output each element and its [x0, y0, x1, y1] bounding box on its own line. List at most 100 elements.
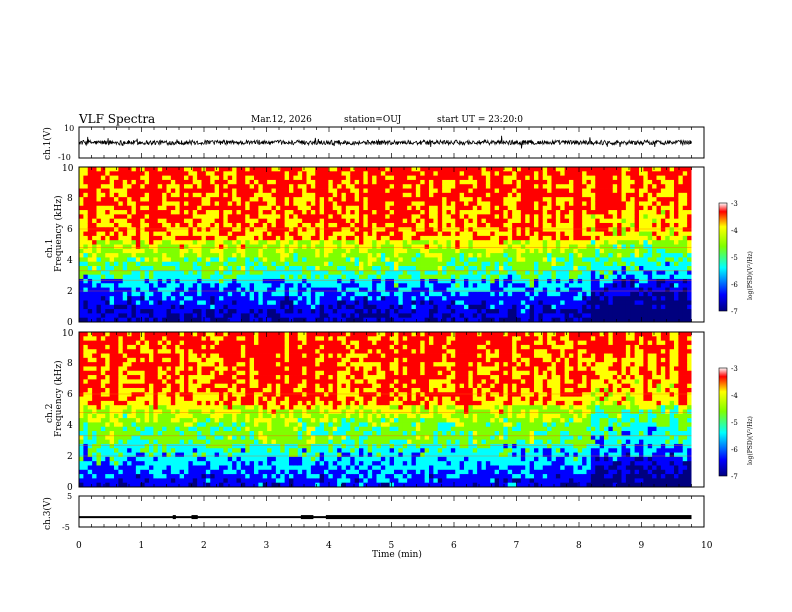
- spectrogram-cell: [590, 235, 596, 241]
- spectrogram-cell: [376, 175, 382, 181]
- spectrogram-cell: [402, 296, 408, 301]
- spectrogram-cell: [494, 171, 500, 177]
- spectrogram-cell: [280, 222, 286, 228]
- spectrogram-cell: [455, 300, 461, 306]
- spectrogram-cell: [577, 227, 583, 232]
- spectrogram-cell: [424, 283, 430, 288]
- spectrogram-cell: [210, 210, 216, 215]
- spectrogram-cell: [420, 210, 426, 215]
- spectrogram-cell: [324, 205, 329, 211]
- spectrogram-cell: [520, 175, 526, 181]
- spectrogram-cell: [499, 175, 504, 181]
- spectrogram-cell: [144, 227, 150, 232]
- spectrogram-cell: [380, 205, 386, 211]
- spectrogram-cell: [249, 257, 255, 263]
- spectrogram-cell: [249, 266, 255, 271]
- spectrogram-cell: [324, 188, 329, 194]
- spectrogram-cell: [490, 309, 496, 314]
- spectrogram-cell: [319, 240, 325, 245]
- spectrogram-cell: [289, 231, 294, 237]
- spectrogram-cell: [92, 227, 97, 232]
- spectrogram-cell: [516, 274, 522, 280]
- spectrogram-cell: [608, 253, 614, 258]
- spectrogram-cell: [477, 231, 482, 237]
- spectrogram-cell: [617, 179, 622, 185]
- spectrogram-cell: [608, 197, 614, 202]
- spectrogram-cell: [398, 179, 404, 185]
- spectrogram-cell: [555, 261, 561, 267]
- spectrogram-cell: [398, 261, 404, 267]
- spectrogram-cell: [630, 274, 636, 280]
- spectrogram-cell: [512, 210, 517, 215]
- spectrogram-cell: [345, 291, 351, 297]
- spectrogram-cell: [520, 296, 526, 301]
- spectrogram-cell: [617, 270, 622, 276]
- spectrogram-cell: [162, 192, 167, 198]
- spectrogram-cell: [144, 192, 150, 198]
- spectrogram-cell: [114, 175, 119, 181]
- spectrogram-cell: [289, 257, 294, 263]
- spectrogram-cell: [577, 248, 583, 254]
- spectrogram-cell: [472, 304, 478, 310]
- spectrogram-cell: [306, 235, 312, 241]
- spectrogram-cell: [140, 261, 146, 267]
- spectrogram-cell: [481, 313, 487, 319]
- spectrogram-cell: [665, 287, 671, 293]
- spectrogram-cell: [87, 197, 93, 202]
- spectrogram-cell: [485, 235, 491, 241]
- spectrogram-cell: [127, 291, 132, 297]
- spectrogram-cell: [201, 270, 207, 276]
- spectrogram-cell: [232, 261, 237, 267]
- spectrogram-cell: [144, 218, 150, 224]
- spectrogram-cell: [442, 291, 447, 297]
- spectrogram-cell: [630, 201, 636, 207]
- spectrogram-cell: [630, 248, 636, 254]
- spectrogram-cell: [219, 244, 224, 250]
- spectrogram-cell: [324, 171, 329, 177]
- spectrogram-cell: [407, 179, 412, 185]
- spectrogram-cell: [153, 304, 159, 310]
- spectrogram-cell: [560, 201, 566, 207]
- spectrogram-cell: [254, 192, 259, 198]
- spectrogram-cell: [153, 205, 159, 211]
- spectrogram-cell: [468, 167, 474, 172]
- spectrogram-cell: [319, 253, 325, 258]
- spectrogram-cell: [100, 253, 106, 258]
- spectrogram-cell: [437, 201, 443, 207]
- spectrogram-cell: [512, 188, 517, 194]
- spectrogram-cell: [249, 192, 255, 198]
- spectrogram-cell: [184, 222, 189, 228]
- spectrogram-cell: [402, 266, 408, 271]
- spectrogram-cell: [652, 218, 657, 224]
- spectrogram-cell: [306, 192, 312, 198]
- spectrogram-cell: [665, 274, 671, 280]
- spectrogram-cell: [149, 218, 154, 224]
- spectrogram-cell: [621, 274, 627, 280]
- spectrogram-cell: [297, 248, 303, 254]
- spectrogram-cell: [345, 287, 351, 293]
- spectrogram-cell: [175, 283, 181, 288]
- spectrogram-cell: [442, 222, 447, 228]
- spectrogram-cell: [577, 296, 583, 301]
- spectrogram-cell: [569, 205, 574, 211]
- spectrogram-cell: [315, 184, 321, 189]
- spectrogram-cell: [205, 266, 211, 271]
- spectrogram-cell: [625, 197, 631, 202]
- spectrogram-cell: [485, 214, 491, 220]
- spectrogram-cell: [254, 171, 259, 177]
- spectrogram-cell: [175, 205, 181, 211]
- spectrogram-cell: [512, 244, 517, 250]
- spectrogram-cell: [520, 201, 526, 207]
- spectrogram-cell: [192, 253, 198, 258]
- spectrogram-cell: [293, 188, 299, 194]
- spectrogram-cell: [433, 270, 439, 276]
- spectrogram-cell: [302, 253, 307, 258]
- spectrogram-cell: [258, 197, 264, 202]
- spectrogram-cell: [634, 287, 640, 293]
- spectrogram-cell: [652, 167, 657, 172]
- spectrogram-cell: [310, 201, 316, 207]
- spectrogram-cell: [297, 304, 303, 310]
- spectrogram-cell: [297, 266, 303, 271]
- spectrogram-cell: [310, 167, 316, 172]
- spectrogram-cell: [341, 248, 347, 254]
